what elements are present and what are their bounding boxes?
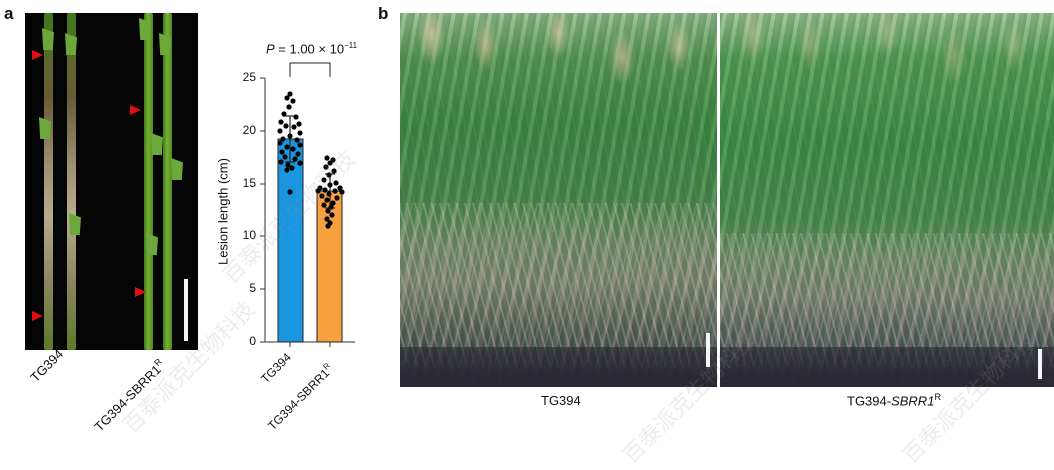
watermark: 百泰派克生物科技 — [217, 145, 361, 289]
ytick-5: 5 — [249, 281, 256, 295]
lesion-arrow-icon — [32, 311, 43, 321]
p-value-exponent: −11 — [344, 41, 358, 50]
caption-text: TG394- — [847, 393, 892, 409]
stem-tg394-1 — [44, 13, 53, 350]
p-label: P — [266, 41, 275, 57]
p-value-annotation: P = 1.00 × 10−11 — [266, 41, 357, 56]
photo-label-tg394-sbrr1: TG394-SBRR1R — [90, 356, 168, 434]
field-photo-tg394-sbrr1 — [720, 13, 1054, 387]
xtick-tg394-sbrr1: TG394-SBRR1R — [264, 361, 336, 433]
p-value-text: = 1.00 × 10 — [274, 41, 345, 57]
caption-tg394-sbrr1: TG394-SBRR1R — [847, 392, 941, 408]
caption-superscript: R — [934, 392, 941, 402]
leaf-sheath — [146, 233, 158, 255]
label-text: TG394 — [27, 346, 67, 385]
leaf-sheath — [151, 133, 163, 155]
significance-bracket — [289, 62, 331, 77]
photo-label-tg394: TG394 — [27, 346, 66, 385]
lesion-arrow-icon — [32, 50, 43, 60]
scale-bar — [184, 279, 188, 341]
bar-tg394 — [277, 138, 304, 343]
leaf-sheath — [42, 28, 54, 50]
ytick-15: 15 — [242, 176, 256, 190]
leaf-sheath — [39, 117, 51, 139]
stem-sbrr1-1 — [144, 13, 153, 350]
scale-bar — [706, 333, 710, 367]
bar-tg394-sbrr1 — [316, 190, 343, 343]
label-text: TG394-SBRR1 — [91, 361, 164, 435]
stem-tg394-2 — [67, 13, 76, 350]
panel-label-a: a — [4, 4, 14, 23]
caption-gene: SBRR1 — [891, 393, 935, 409]
panel-label-b: b — [378, 4, 389, 23]
y-axis-label: Lesion length (cm) — [215, 158, 231, 265]
stem-sbrr1-2 — [163, 13, 172, 350]
stem-lesion-photo — [25, 13, 198, 350]
ytick-20: 20 — [242, 123, 256, 137]
scale-bar — [1038, 349, 1042, 379]
lesion-arrow-icon — [130, 105, 141, 115]
ytick-0: 0 — [249, 334, 256, 348]
leaf-sheath — [159, 33, 171, 55]
leaf-sheath — [139, 18, 151, 40]
ytick-10: 10 — [242, 228, 256, 242]
ytick-25: 25 — [242, 70, 256, 84]
label-text: TG394-SBRR1 — [265, 366, 333, 433]
leaf-sheath — [69, 213, 81, 235]
caption-tg394: TG394 — [541, 393, 581, 408]
label-superscript: R — [321, 361, 332, 372]
field-photo-tg394 — [400, 13, 717, 387]
leaf-sheath — [65, 33, 77, 55]
lesion-arrow-icon — [135, 287, 146, 297]
label-text: TG394 — [258, 350, 294, 386]
leaf-sheath — [171, 158, 183, 180]
xtick-tg394: TG394 — [258, 350, 294, 386]
